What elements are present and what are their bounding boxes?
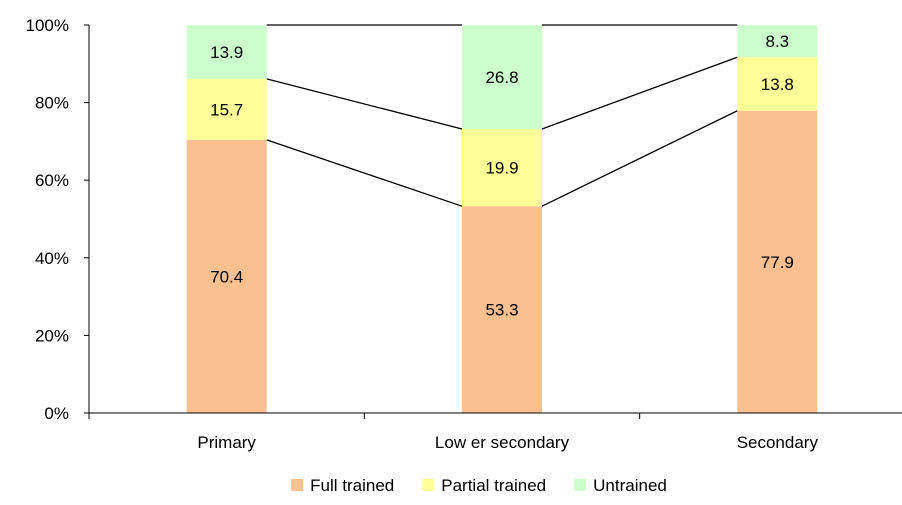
bar-segment: [737, 25, 818, 58]
data-label: 26.8: [485, 68, 518, 87]
x-category-label: Low er secondary: [435, 433, 570, 452]
bar-segment: [186, 25, 267, 79]
data-label: 13.9: [210, 43, 243, 62]
series-line: [541, 56, 738, 130]
bar-segment: [737, 57, 818, 111]
y-axis-ticks: 0% 20% 40% 60% 80% 100%: [26, 16, 89, 423]
legend-swatch: [291, 479, 304, 491]
bar-segment: [462, 206, 542, 413]
series-line: [541, 110, 738, 207]
y-tick-label: 100%: [26, 16, 69, 35]
bars-group: 70.4 15.7 13.9 53.3 19.9 26.8 77.9 13.8 8.3: [186, 25, 818, 414]
y-tick-label: 20%: [35, 326, 69, 345]
bar-segment: [186, 139, 267, 413]
series-lines-group: [266, 24, 738, 207]
x-category-label: Primary: [197, 433, 256, 452]
axes-group: [88, 25, 902, 414]
y-tick-label: 40%: [35, 249, 69, 268]
data-label: 70.4: [210, 267, 243, 286]
legend-label: Partial trained: [441, 476, 546, 495]
data-label: 8.3: [766, 32, 790, 51]
bar-segment: [186, 78, 267, 140]
legend-label: Untrained: [593, 476, 667, 495]
legend-swatch: [574, 479, 587, 491]
data-label: 77.9: [761, 253, 794, 272]
bar-segment: [462, 128, 542, 207]
data-label: 13.8: [761, 75, 794, 94]
data-label: 53.3: [485, 301, 518, 320]
data-label: 19.9: [485, 159, 518, 178]
legend-label: Full trained: [310, 476, 394, 495]
y-tick-label: 60%: [35, 171, 69, 190]
bar-segment: [462, 25, 542, 129]
series-line: [266, 139, 463, 207]
legend: Full trained Partial trained Untrained: [291, 476, 667, 495]
y-tick-label: 0%: [44, 404, 69, 423]
series-line: [266, 78, 463, 130]
data-label: 15.7: [210, 100, 243, 119]
y-tick-label: 80%: [35, 94, 69, 113]
x-axis-ticks: Primary Low er secondary Secondary: [88, 413, 819, 452]
x-category-label: Secondary: [737, 433, 819, 452]
legend-swatch: [422, 479, 435, 491]
bar-segment: [737, 110, 818, 414]
